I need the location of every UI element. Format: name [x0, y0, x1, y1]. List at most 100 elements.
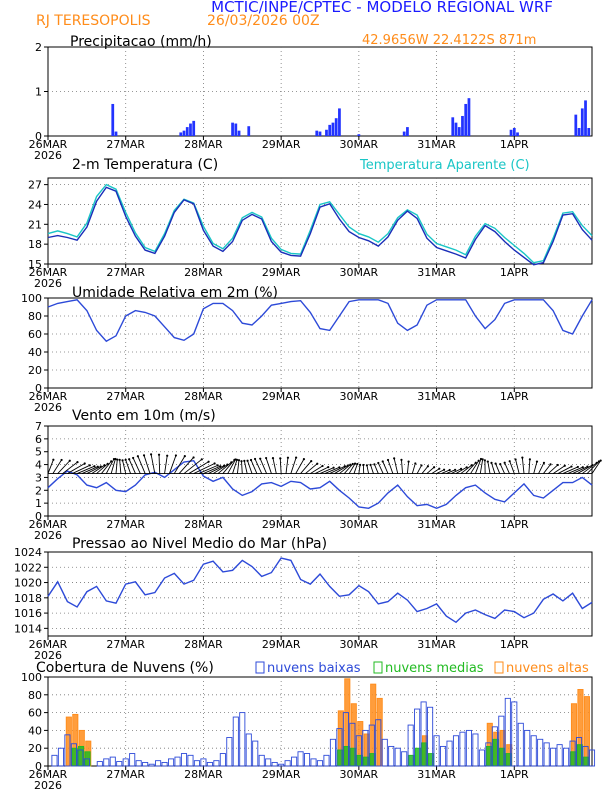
- temperature-ytick-label: 24: [28, 198, 42, 211]
- humidity-ytick-label: 80: [28, 310, 42, 323]
- wind-arrow: [265, 457, 272, 474]
- cloud-bar-low: [556, 744, 563, 767]
- cloud-bar-low: [297, 751, 304, 767]
- wind-xtick-label: 30MAR: [340, 518, 379, 531]
- clouds-title: Cobertura de Nuvens (%): [36, 660, 214, 676]
- precip-title: Precipitacao (mm/h): [70, 34, 212, 50]
- wind-arrow-head: [570, 465, 573, 468]
- wind-xtick-label: 27MAR: [106, 518, 145, 531]
- cloud-bar-low: [206, 761, 213, 767]
- wind-arrow-head: [358, 463, 362, 466]
- wind-arrow-head: [508, 460, 511, 463]
- cloud-bar-low: [200, 758, 207, 767]
- temperature-xtick-label: 31MAR: [417, 266, 456, 279]
- cloud-bar-low: [109, 756, 116, 767]
- cloud-bar-low: [323, 754, 330, 767]
- wind-arrow: [243, 460, 248, 474]
- cloud-bar-low: [226, 737, 233, 767]
- pressure-xtick-label: 26MAR: [29, 638, 68, 651]
- wind-arrow-head: [353, 462, 357, 465]
- wind-xtick-label: 29MAR: [262, 518, 301, 531]
- wind-arrow: [401, 459, 404, 474]
- cloud-bar-low: [232, 716, 239, 767]
- wind-arrow: [343, 463, 354, 474]
- cloud-bar-low: [278, 763, 285, 767]
- wind-arrow: [125, 459, 131, 474]
- wind-arrow: [122, 460, 127, 474]
- wind-arrow: [538, 462, 545, 474]
- pressure-ytick-label: 1016: [14, 607, 42, 620]
- precip-xtick-label: 28MAR: [184, 138, 223, 151]
- wind-arrow: [241, 461, 243, 474]
- wind-arrow-head: [93, 465, 96, 468]
- wind-arrow-head: [286, 456, 290, 459]
- precip-bar: [577, 127, 581, 136]
- cloud-bar-low: [187, 754, 194, 767]
- cloud-legend-swatch: [373, 661, 383, 674]
- cloud-bar-low: [543, 742, 550, 767]
- wind-arrow-head: [386, 458, 390, 462]
- wind-arrow-head: [563, 464, 566, 467]
- wind-arrow: [515, 459, 520, 474]
- precip-bar: [318, 131, 322, 136]
- cloud-legend-label: nuvens baixas: [267, 661, 361, 676]
- precip-bar: [584, 100, 587, 136]
- wind-arrow: [272, 458, 277, 474]
- wind-arrow-head: [393, 457, 396, 460]
- wind-arrow-head: [174, 454, 178, 457]
- cloud-bar-low: [550, 747, 557, 767]
- wind-arrow-head: [483, 459, 486, 462]
- pressure-xtick-label: 29MAR: [262, 638, 301, 651]
- cloud-bar-low: [388, 745, 395, 767]
- clouds-ytick-label: 20: [28, 742, 42, 755]
- wind-arrow-head: [243, 459, 246, 462]
- humidity-xtick-label: 28MAR: [184, 390, 223, 403]
- wind-arrow: [203, 465, 221, 474]
- wind-year-label: 2026: [34, 529, 62, 542]
- cloud-bar-low: [64, 734, 71, 767]
- temperature-title: 2-m Temperatura (C): [72, 157, 218, 173]
- wind-arrow-head: [246, 459, 249, 462]
- wind-arrow: [557, 466, 572, 474]
- precip-bar: [461, 115, 464, 136]
- pressure-panel: 1014 1016 1018 1020 1022 1024 26MAR 27MAR 28MAR 2…: [14, 536, 593, 662]
- cloud-bar-low: [504, 697, 511, 767]
- wind-arrow: [47, 459, 54, 474]
- wind-arrow: [67, 463, 85, 474]
- wind-arrow: [208, 465, 225, 474]
- wind-arrow-head: [213, 462, 216, 465]
- wind-arrow: [305, 463, 318, 474]
- wind-arrow: [279, 458, 282, 474]
- wind-arrow-head: [535, 460, 539, 463]
- wind-arrow: [285, 457, 289, 474]
- wind-arrow: [421, 465, 429, 474]
- wind-arrow: [436, 469, 445, 474]
- cloud-bar-low: [472, 733, 479, 767]
- precip-bar: [357, 134, 361, 136]
- cloud-bar-low: [427, 706, 434, 767]
- wind-arrow: [528, 459, 531, 474]
- cloud-bar-low: [349, 722, 356, 767]
- cloud-bar-low: [569, 740, 576, 767]
- clouds-ytick-label: 40: [28, 724, 42, 737]
- wind-arrow: [250, 459, 258, 474]
- wind-arrow: [377, 462, 384, 474]
- wind-arrow-head: [581, 466, 584, 469]
- wind-arrow: [543, 464, 551, 474]
- cloud-bar-low: [168, 758, 175, 767]
- wind-arrow-head: [128, 458, 131, 461]
- wind-arrow: [217, 462, 232, 474]
- humidity-ytick-label: 20: [28, 364, 42, 377]
- precip-xtick-label: 27MAR: [106, 138, 145, 151]
- precip-bar: [467, 98, 471, 136]
- cloud-bar-low: [368, 724, 375, 767]
- precip-bar: [334, 118, 338, 136]
- wind-arrow: [72, 464, 91, 474]
- wind-arrow-head: [121, 459, 124, 462]
- precip-bar: [512, 127, 516, 136]
- wind-arrow: [387, 459, 394, 474]
- wind-arrow: [455, 466, 467, 474]
- pressure-ytick-label: 1020: [14, 577, 42, 590]
- wind-arrow-head: [118, 458, 121, 461]
